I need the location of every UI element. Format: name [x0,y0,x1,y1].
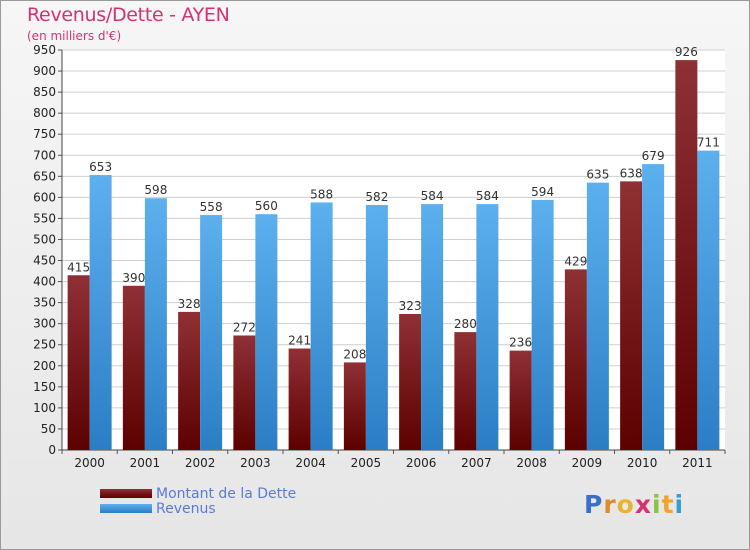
x-tick-label: 2011 [682,456,713,470]
logo-letter: t [661,490,675,519]
logo-letter: i [652,490,662,519]
bar-revenue-value-label: 558 [200,200,223,214]
bar-debt-value-label: 328 [178,297,201,311]
bar-debt-value-label: 926 [675,45,698,59]
x-tick-label: 2008 [516,456,547,470]
x-tick-label: 2002 [185,456,216,470]
legend-swatch-debt [100,489,152,498]
bar-revenue [531,199,554,450]
bar-revenue-value-label: 635 [586,168,609,182]
bar-debt-value-label: 390 [122,271,145,285]
logo-letter: P [584,490,604,519]
bar-revenue-value-label: 598 [144,183,167,197]
y-tick-label: 900 [33,64,56,78]
bar-revenue [421,204,444,450]
bar-debt [233,335,256,450]
bar-debt [675,60,698,451]
chart-title: Revenus/Dette - AYEN [27,4,230,26]
legend-label-revenue: Revenus [156,500,216,517]
bar-revenue-value-label: 711 [697,136,720,150]
x-tick-label: 2000 [74,456,105,470]
proxiti-logo: Proxiti [584,490,684,519]
bar-revenue [365,204,388,450]
x-tick-label: 2006 [406,456,437,470]
y-tick-label: 800 [33,106,56,120]
bar-revenue-value-label: 584 [421,189,444,203]
legend-label-debt: Montant de la Dette [156,485,297,502]
y-tick-label: 550 [33,211,56,225]
bar-revenue [586,182,609,450]
bar-revenue-value-label: 588 [310,187,333,201]
y-tick-label: 650 [33,169,56,183]
bar-revenue [642,164,665,450]
bar-debt-value-label: 280 [454,317,477,331]
bar-debt [343,362,366,450]
y-tick-label: 0 [48,443,56,457]
bar-revenue [89,175,112,451]
y-tick-label: 500 [33,232,56,246]
legend: Montant de la Dette Revenus [100,485,297,517]
logo-letter: o [616,490,635,519]
logo-letter: x [634,490,652,519]
bar-debt [178,311,201,450]
y-tick-label: 150 [33,380,56,394]
y-tick-label: 100 [33,401,56,415]
bar-debt [288,348,311,450]
bar-debt [67,275,90,450]
x-tick-label: 2003 [240,456,271,470]
x-tick-label: 2007 [461,456,492,470]
bar-debt [399,314,422,450]
y-tick-label: 450 [33,254,56,268]
x-tick-label: 2009 [572,456,603,470]
x-tick-label: 2010 [627,456,658,470]
bar-revenue-value-label: 679 [642,149,665,163]
y-tick-label: 850 [33,85,56,99]
bar-revenue [255,214,278,450]
bar-revenue [310,202,333,450]
bar-debt-value-label: 323 [399,299,422,313]
legend-item-revenue: Revenus [100,500,296,517]
bar-revenue-value-label: 584 [476,189,499,203]
logo-letter: r [603,490,617,519]
y-tick-label: 600 [33,190,56,204]
bar-debt-value-label: 429 [564,254,587,268]
bar-revenue [697,150,720,450]
bar-debt-value-label: 236 [509,336,532,350]
logo-letter: i [674,490,685,519]
y-tick-label: 50 [41,422,56,436]
y-tick-label: 750 [33,127,56,141]
chart-subtitle: (en milliers d'€) [27,29,122,43]
y-tick-label: 700 [33,148,56,162]
bar-revenue-value-label: 594 [531,185,554,199]
bar-debt [122,285,145,450]
bar-debt [509,350,532,450]
bar-debt-value-label: 272 [233,320,256,334]
y-tick-label: 350 [33,296,56,310]
legend-item-debt: Montant de la Dette [100,485,297,502]
x-tick-label: 2005 [351,456,382,470]
plot-area [62,50,725,450]
bar-debt [620,181,643,451]
bar-revenue-value-label: 560 [255,199,278,213]
bar-debt-value-label: 208 [343,347,366,361]
bar-revenue [144,198,167,450]
bar-debt-value-label: 415 [67,260,90,274]
bar-revenue [476,204,499,450]
bar-debt [564,269,587,450]
legend-swatch-revenue [100,504,152,513]
y-tick-label: 200 [33,359,56,373]
y-tick-label: 250 [33,338,56,352]
bar-revenue [200,215,223,450]
bar-debt-value-label: 241 [288,334,311,348]
bar-debt [454,332,477,450]
x-tick-label: 2004 [295,456,326,470]
bar-revenue-value-label: 653 [89,160,112,174]
bar-revenue-value-label: 582 [365,190,388,204]
x-tick-label: 2001 [130,456,161,470]
y-tick-label: 300 [33,317,56,331]
bar-debt-value-label: 638 [620,166,643,180]
y-tick-label: 400 [33,275,56,289]
y-tick-label: 950 [33,43,56,57]
